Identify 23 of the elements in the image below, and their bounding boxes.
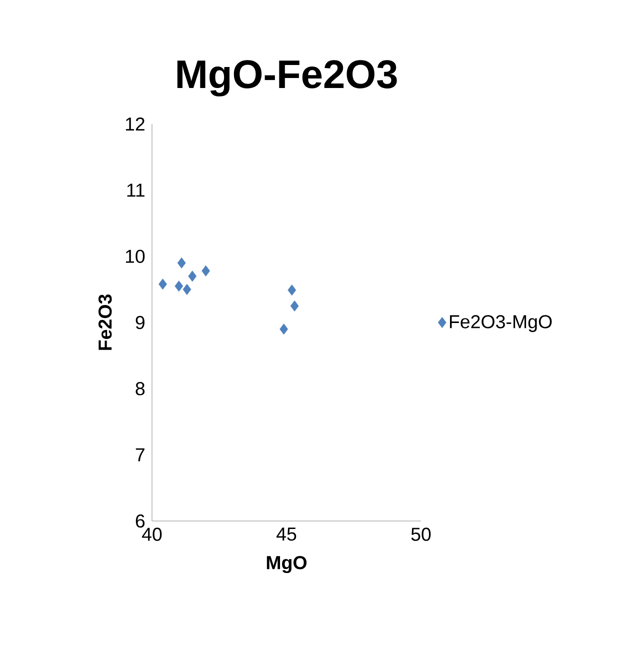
y-tick-label: 12 <box>126 117 144 131</box>
x-axis-title: MgO <box>266 556 307 574</box>
point <box>202 265 210 276</box>
point <box>288 284 296 296</box>
point <box>177 257 186 268</box>
point <box>182 284 192 295</box>
y-axis-title: Fe2O3 <box>98 294 112 350</box>
point <box>188 270 197 282</box>
y-tick-label: 10 <box>126 250 145 263</box>
point <box>174 280 184 292</box>
x-tick-label: 40 <box>142 528 162 541</box>
point <box>158 278 167 290</box>
chart-title: MgO-Fe2O3 <box>177 60 397 96</box>
point <box>280 324 288 335</box>
y-tick-label: 9 <box>136 316 144 330</box>
x-tick-label: 50 <box>411 528 431 541</box>
y-tick-label: 6 <box>136 514 145 528</box>
y-tick-label: 7 <box>136 448 144 462</box>
y-tick-label: 8 <box>136 382 145 396</box>
point <box>290 300 299 312</box>
legend-label: Fe2O3-MgO <box>450 315 552 332</box>
y-tick-label: 11 <box>127 184 144 197</box>
x-tick-label: 45 <box>276 528 296 541</box>
